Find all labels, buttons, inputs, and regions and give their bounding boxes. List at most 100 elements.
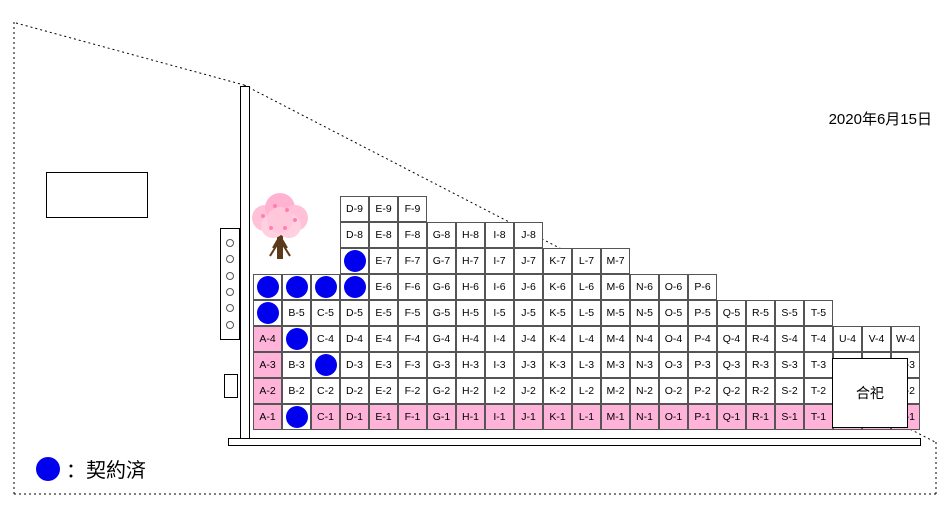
- plot-cell-Q-4: Q-4: [717, 326, 746, 352]
- plot-cell-E-5: E-5: [369, 300, 398, 326]
- plot-cell-label: R-1: [752, 411, 769, 423]
- plot-cell-label: G-5: [433, 307, 451, 319]
- plot-cell-label: I-5: [493, 307, 505, 319]
- plot-cell-E-7: E-7: [369, 248, 398, 274]
- plot-cell-label: E-2: [375, 385, 391, 397]
- plot-cell-G-7: G-7: [427, 248, 456, 274]
- plot-cell-K-5: K-5: [543, 300, 572, 326]
- plot-cell-E-3: E-3: [369, 352, 398, 378]
- plot-cell-label: V-4: [869, 333, 885, 345]
- plot-cell-M-7: M-7: [601, 248, 630, 274]
- plot-cell-label: H-8: [462, 229, 479, 241]
- plot-cell-label: H-1: [462, 411, 479, 423]
- plot-cell-H-3: H-3: [456, 352, 485, 378]
- plot-cell-R-5: R-5: [746, 300, 775, 326]
- plot-cell-F-8: F-8: [398, 222, 427, 248]
- plot-cell-T-3: T-3: [804, 352, 833, 378]
- plot-cell-G-8: G-8: [427, 222, 456, 248]
- plot-cell-label: E-9: [375, 203, 391, 215]
- plot-cell-L-6: L-6: [572, 274, 601, 300]
- plot-cell-label: O-4: [665, 333, 683, 345]
- plot-cell-label: Q-1: [723, 411, 741, 423]
- plot-cell-label: D-1: [346, 411, 363, 423]
- plot-cell-Q-5: Q-5: [717, 300, 746, 326]
- plot-cell-label: H-4: [462, 333, 479, 345]
- plot-cell-label: S-4: [781, 333, 797, 345]
- plot-cell-G-6: G-6: [427, 274, 456, 300]
- plot-cell-label: O-6: [665, 281, 683, 293]
- contracted-dot-icon: [257, 302, 279, 324]
- plot-cell-label: E-5: [375, 307, 391, 319]
- contracted-dot-icon: [344, 276, 366, 298]
- plot-cell-label: J-2: [521, 385, 536, 397]
- plot-cell-label: H-5: [462, 307, 479, 319]
- plot-cell-label: G-8: [433, 229, 451, 241]
- plot-cell-label: U-4: [839, 333, 856, 345]
- plot-cell-R-1: R-1: [746, 404, 775, 430]
- plot-cell-label: H-7: [462, 255, 479, 267]
- plot-cell-J-3: J-3: [514, 352, 543, 378]
- plot-cell-label: F-9: [405, 203, 421, 215]
- plot-cell-label: A-1: [259, 411, 275, 423]
- plot-cell-L-4: L-4: [572, 326, 601, 352]
- legend-text: ：契約済: [66, 454, 146, 483]
- plot-cell-L-7: L-7: [572, 248, 601, 274]
- plot-cell-J-4: J-4: [514, 326, 543, 352]
- plot-cell-J-6: J-6: [514, 274, 543, 300]
- plot-cell-label: L-5: [579, 307, 594, 319]
- plot-cell-label: K-3: [549, 359, 565, 371]
- plot-cell-label: S-1: [781, 411, 797, 423]
- plot-cell-label: L-2: [579, 385, 594, 397]
- plot-cell-L-3: L-3: [572, 352, 601, 378]
- plot-cell-label: O-5: [665, 307, 683, 319]
- plot-cell-label: Q-5: [723, 307, 741, 319]
- plot-cell-U-4: U-4: [833, 326, 862, 352]
- plot-cell-C-2: C-2: [311, 378, 340, 404]
- plot-cell-D-9: D-9: [340, 196, 369, 222]
- plot-cell-label: J-7: [521, 255, 536, 267]
- contracted-dot-icon: [286, 276, 308, 298]
- plot-cell-A-5: [253, 300, 282, 326]
- plot-cell-G-1: G-1: [427, 404, 456, 430]
- plot-cell-E-8: E-8: [369, 222, 398, 248]
- plot-cell-P-1: P-1: [688, 404, 717, 430]
- contracted-dot-icon: [344, 250, 366, 272]
- plot-cell-label: F-4: [405, 333, 421, 345]
- plot-cell-N-1: N-1: [630, 404, 659, 430]
- plot-cell-label: K-7: [549, 255, 565, 267]
- plot-cell-label: F-6: [405, 281, 421, 293]
- plot-cell-label: I-8: [493, 229, 505, 241]
- plot-cell-M-2: M-2: [601, 378, 630, 404]
- plot-cell-label: L-4: [579, 333, 594, 345]
- plot-cell-label: G-7: [433, 255, 451, 267]
- date-label: 2020年6月15日: [829, 108, 932, 129]
- left-small-box: [46, 172, 148, 218]
- plot-cell-D-4: D-4: [340, 326, 369, 352]
- plot-cell-label: Q-2: [723, 385, 741, 397]
- plot-cell-B-6: [282, 274, 311, 300]
- plot-cell-label: E-6: [375, 281, 391, 293]
- side-panel: [220, 228, 240, 340]
- plot-cell-I-3: I-3: [485, 352, 514, 378]
- plot-cell-label: I-3: [493, 359, 505, 371]
- plot-cell-F-5: F-5: [398, 300, 427, 326]
- plot-cell-label: P-6: [694, 281, 710, 293]
- contracted-dot-icon: [286, 328, 308, 350]
- plot-cell-label: B-3: [288, 359, 304, 371]
- plot-cell-K-2: K-2: [543, 378, 572, 404]
- plot-cell-label: K-6: [549, 281, 565, 293]
- plot-cell-J-1: J-1: [514, 404, 543, 430]
- plot-cell-label: B-5: [288, 307, 304, 319]
- plot-cell-I-7: I-7: [485, 248, 514, 274]
- plot-cell-label: D-2: [346, 385, 363, 397]
- plot-cell-B-4: [282, 326, 311, 352]
- plot-cell-D-8: D-8: [340, 222, 369, 248]
- plot-cell-label: P-5: [694, 307, 710, 319]
- plot-cell-K-6: K-6: [543, 274, 572, 300]
- plot-cell-S-1: S-1: [775, 404, 804, 430]
- panel-hole: [226, 304, 234, 312]
- plot-cell-label: O-2: [665, 385, 683, 397]
- plot-cell-V-4: V-4: [862, 326, 891, 352]
- plot-cell-label: F-1: [405, 411, 421, 423]
- plot-cell-label: I-4: [493, 333, 505, 345]
